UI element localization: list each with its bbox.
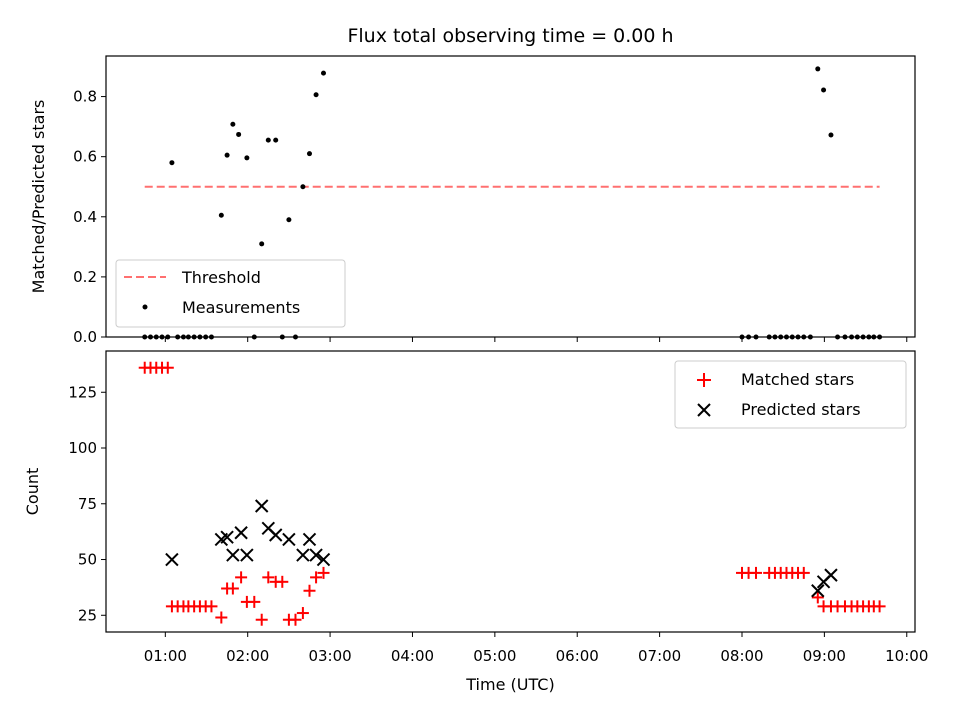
predicted-point bbox=[316, 552, 331, 567]
predicted-point bbox=[234, 526, 248, 540]
y-tick-label: 0.2 bbox=[73, 268, 97, 286]
x-tick-label: 08:00 bbox=[720, 647, 763, 665]
ratio-axes-frame bbox=[105, 55, 916, 338]
predicted-point bbox=[824, 568, 838, 582]
matched-legend-label: Matched stars bbox=[741, 370, 854, 389]
y-tick-label: 50 bbox=[78, 551, 97, 569]
matched-point bbox=[226, 582, 239, 595]
count-legend: Matched stars Predicted stars bbox=[674, 360, 907, 429]
ratio-y-axis: 0.0 0.2 0.4 0.6 0.8 bbox=[73, 88, 106, 346]
measurement-point bbox=[169, 160, 175, 166]
x-tick-label: 05:00 bbox=[473, 647, 516, 665]
predicted-legend-swatch bbox=[697, 403, 711, 417]
y-tick-label: 0.4 bbox=[73, 208, 97, 226]
measurement-point bbox=[306, 151, 312, 157]
chart-title: Flux total observing time = 0.00 h bbox=[347, 25, 673, 47]
measurement-point bbox=[230, 121, 236, 127]
matched-point bbox=[262, 571, 275, 584]
measurements-legend-swatch bbox=[142, 304, 148, 310]
matched-point bbox=[873, 600, 886, 613]
y-tick-label: 0.0 bbox=[73, 328, 97, 346]
x-axis-label: Time (UTC) bbox=[465, 675, 554, 694]
y-tick-label: 100 bbox=[68, 439, 97, 457]
predicted-legend-label: Predicted stars bbox=[741, 400, 861, 419]
matched-legend-swatch bbox=[697, 373, 711, 387]
measurement-point bbox=[300, 184, 306, 190]
measurements-legend-label: Measurements bbox=[182, 298, 300, 317]
x-tick-label: 10:00 bbox=[885, 647, 928, 665]
predicted-point bbox=[269, 528, 283, 542]
count-panel: 25 50 75 100 125 01:00 02:00 03:00 04:00 05:00 06… bbox=[23, 350, 928, 694]
predicted-point bbox=[302, 532, 317, 547]
measurement-point bbox=[224, 152, 230, 158]
predicted-point bbox=[282, 532, 296, 547]
measurement-point bbox=[815, 66, 821, 72]
matched-point bbox=[811, 591, 824, 604]
measurement-point bbox=[828, 132, 834, 138]
matched-point bbox=[235, 571, 248, 584]
matched-point bbox=[276, 575, 289, 588]
ratio-legend-box bbox=[115, 259, 346, 328]
x-tick-label: 04:00 bbox=[391, 647, 434, 665]
matched-point bbox=[296, 607, 309, 620]
count-axes-frame bbox=[105, 350, 916, 633]
predicted-point bbox=[165, 552, 179, 567]
matched-point bbox=[255, 613, 268, 626]
ratio-legend: Threshold Measurements bbox=[115, 259, 346, 328]
matched-point bbox=[303, 584, 316, 597]
measurement-point bbox=[313, 92, 319, 98]
x-tick-label: 06:00 bbox=[556, 647, 599, 665]
matched-point bbox=[750, 566, 763, 579]
count-x-axis: 01:00 02:00 03:00 04:00 05:00 06:00 07:00 08:00… bbox=[144, 632, 928, 665]
measurement-point bbox=[244, 155, 250, 161]
count-y-axis: 25 50 75 100 125 bbox=[68, 383, 106, 624]
matched-point bbox=[161, 361, 174, 374]
matched-point bbox=[248, 595, 261, 608]
x-tick-label: 01:00 bbox=[144, 647, 187, 665]
measurement-point bbox=[320, 70, 326, 76]
count-legend-box bbox=[674, 360, 907, 429]
measurement-point bbox=[265, 137, 271, 143]
matched-point bbox=[289, 613, 302, 626]
predicted-point bbox=[309, 548, 323, 562]
matched-point bbox=[317, 566, 330, 579]
y-tick-label: 0.8 bbox=[73, 88, 97, 106]
matched-point bbox=[797, 566, 810, 579]
ratio-x-ticks bbox=[164, 337, 908, 342]
measurement-point bbox=[259, 241, 265, 247]
matched-point bbox=[205, 600, 218, 613]
predicted-point bbox=[296, 548, 310, 562]
matched-point bbox=[310, 571, 323, 584]
measurement-point bbox=[286, 217, 292, 223]
predicted-point bbox=[254, 499, 269, 513]
measurement-point bbox=[218, 212, 224, 218]
count-y-axis-label: Count bbox=[23, 468, 42, 516]
predicted-point bbox=[240, 548, 254, 562]
measurement-point bbox=[236, 131, 242, 137]
predicted-point bbox=[226, 548, 240, 562]
y-tick-label: 75 bbox=[78, 495, 97, 513]
ratio-y-axis-label: Matched/Predicted stars bbox=[29, 100, 48, 294]
y-tick-label: 125 bbox=[68, 383, 97, 401]
predicted-point bbox=[811, 584, 825, 598]
y-tick-label: 0.6 bbox=[73, 148, 97, 166]
measurement-point bbox=[821, 87, 827, 93]
measurement-point bbox=[273, 137, 279, 143]
x-tick-label: 02:00 bbox=[226, 647, 269, 665]
ratio-panel: 0.00.20.40.60.8 Matched/Predicted stars … bbox=[29, 55, 916, 346]
predicted-point bbox=[220, 530, 234, 544]
x-tick-label: 07:00 bbox=[638, 647, 681, 665]
x-tick-label: 03:00 bbox=[308, 647, 351, 665]
threshold-legend-label: Threshold bbox=[181, 268, 261, 287]
y-tick-label: 25 bbox=[78, 606, 97, 624]
count-plot-area bbox=[138, 361, 886, 626]
matched-point bbox=[215, 611, 228, 624]
x-tick-label: 09:00 bbox=[803, 647, 846, 665]
